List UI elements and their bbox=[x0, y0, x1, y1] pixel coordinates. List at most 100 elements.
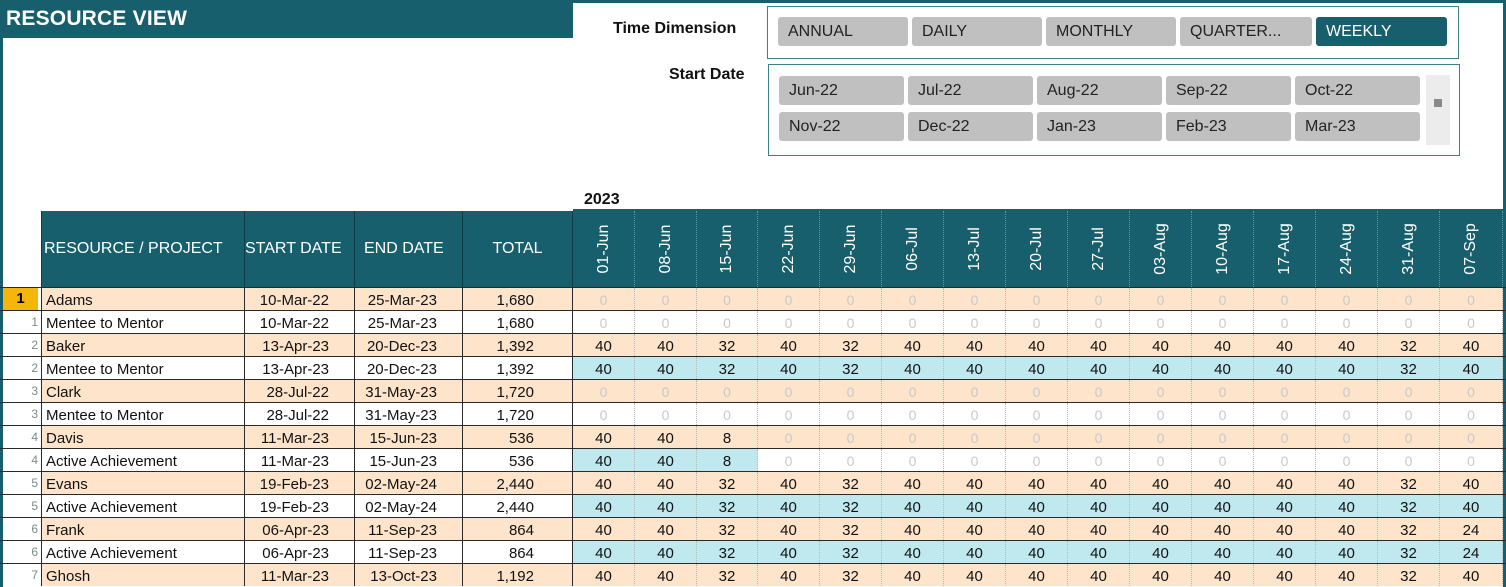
week-hours-cell[interactable]: 40 bbox=[1130, 564, 1192, 586]
week-hours-cell[interactable]: 0 bbox=[882, 403, 944, 425]
week-hours-cell[interactable]: 0 bbox=[1192, 449, 1254, 471]
week-hours-cell[interactable]: 0 bbox=[697, 311, 758, 333]
week-hours-cell[interactable]: 0 bbox=[758, 426, 820, 448]
week-hours-cell[interactable]: 40 bbox=[573, 564, 635, 586]
week-hours-cell[interactable]: 40 bbox=[1006, 334, 1068, 356]
week-hours-cell[interactable]: 40 bbox=[944, 357, 1006, 379]
week-hours-cell[interactable]: 40 bbox=[1316, 357, 1378, 379]
week-hours-cell[interactable]: 40 bbox=[1316, 518, 1378, 540]
week-hours-cell[interactable]: 0 bbox=[820, 403, 882, 425]
end-date-cell[interactable]: 31-May-23 bbox=[355, 403, 463, 425]
week-hours-cell[interactable]: 40 bbox=[1068, 472, 1130, 494]
week-hours-cell[interactable]: 0 bbox=[1254, 288, 1316, 310]
week-hours-cell[interactable]: 0 bbox=[820, 288, 882, 310]
week-hours-cell[interactable]: 0 bbox=[944, 403, 1006, 425]
week-hours-cell[interactable]: 8 bbox=[697, 449, 758, 471]
week-hours-cell[interactable]: 40 bbox=[1192, 334, 1254, 356]
week-hours-cell[interactable]: 0 bbox=[1378, 403, 1440, 425]
week-hours-cell[interactable]: 0 bbox=[944, 380, 1006, 402]
week-hours-cell[interactable]: 0 bbox=[1378, 449, 1440, 471]
week-hours-cell[interactable]: 32 bbox=[697, 541, 758, 563]
row-number[interactable]: 7 bbox=[31, 568, 38, 582]
week-hours-cell[interactable]: 0 bbox=[758, 449, 820, 471]
week-hours-cell[interactable]: 40 bbox=[1068, 334, 1130, 356]
week-hours-cell[interactable]: 0 bbox=[1316, 380, 1378, 402]
row-number[interactable]: 2 bbox=[31, 361, 38, 375]
week-hours-cell[interactable]: 32 bbox=[820, 357, 882, 379]
week-hours-cell[interactable]: 40 bbox=[1130, 518, 1192, 540]
resource-name-cell[interactable]: Active Achievement bbox=[41, 495, 245, 517]
row-number[interactable]: 6 bbox=[31, 545, 38, 559]
week-hours-cell[interactable]: 40 bbox=[1316, 334, 1378, 356]
week-hours-cell[interactable]: 40 bbox=[1316, 564, 1378, 586]
start-date-option[interactable]: Feb-23 bbox=[1166, 112, 1291, 141]
week-hours-cell[interactable]: 0 bbox=[1440, 288, 1503, 310]
week-hours-cell[interactable]: 40 bbox=[758, 472, 820, 494]
start-date-option[interactable]: Sep-22 bbox=[1166, 76, 1291, 105]
week-hours-cell[interactable]: 40 bbox=[1316, 541, 1378, 563]
week-hours-cell[interactable]: 0 bbox=[1130, 311, 1192, 333]
week-hours-cell[interactable]: 0 bbox=[573, 380, 635, 402]
resource-name-cell[interactable]: Ghosh bbox=[41, 564, 245, 586]
total-cell[interactable]: 536 bbox=[463, 449, 573, 471]
total-cell[interactable]: 1,720 bbox=[463, 403, 573, 425]
week-hours-cell[interactable]: 0 bbox=[1254, 426, 1316, 448]
week-hours-cell[interactable]: 40 bbox=[944, 541, 1006, 563]
week-hours-cell[interactable]: 0 bbox=[1192, 288, 1254, 310]
end-date-cell[interactable]: 15-Jun-23 bbox=[355, 449, 463, 471]
week-hours-cell[interactable]: 40 bbox=[573, 426, 635, 448]
week-hours-cell[interactable]: 40 bbox=[635, 564, 697, 586]
week-hours-cell[interactable]: 0 bbox=[1254, 449, 1316, 471]
week-hours-cell[interactable]: 40 bbox=[573, 518, 635, 540]
end-date-cell[interactable]: 15-Jun-23 bbox=[355, 426, 463, 448]
week-hours-cell[interactable]: 32 bbox=[1378, 334, 1440, 356]
week-hours-cell[interactable]: 40 bbox=[882, 541, 944, 563]
resource-name-cell[interactable]: Evans bbox=[41, 472, 245, 494]
week-hours-cell[interactable]: 40 bbox=[573, 449, 635, 471]
start-date-option[interactable]: Oct-22 bbox=[1295, 76, 1420, 105]
week-hours-cell[interactable]: 40 bbox=[1254, 357, 1316, 379]
end-date-cell[interactable]: 11-Sep-23 bbox=[355, 518, 463, 540]
total-cell[interactable]: 864 bbox=[463, 518, 573, 540]
week-hours-cell[interactable]: 40 bbox=[573, 334, 635, 356]
slicer-option-monthly[interactable]: MONTHLY bbox=[1046, 17, 1176, 46]
week-hours-cell[interactable]: 40 bbox=[573, 541, 635, 563]
end-date-cell[interactable]: 13-Oct-23 bbox=[355, 564, 463, 586]
week-hours-cell[interactable]: 32 bbox=[697, 518, 758, 540]
week-hours-cell[interactable]: 0 bbox=[1006, 449, 1068, 471]
week-hours-cell[interactable]: 40 bbox=[758, 541, 820, 563]
row-number[interactable]: 3 bbox=[31, 384, 38, 398]
start-date-cell[interactable]: 13-Apr-23 bbox=[245, 334, 355, 356]
week-hours-cell[interactable]: 0 bbox=[573, 311, 635, 333]
week-hours-cell[interactable]: 40 bbox=[882, 518, 944, 540]
start-date-cell[interactable]: 11-Mar-23 bbox=[245, 449, 355, 471]
week-hours-cell[interactable]: 0 bbox=[1378, 288, 1440, 310]
slicer-option-quarterly[interactable]: QUARTER... bbox=[1180, 17, 1312, 46]
week-hours-cell[interactable]: 40 bbox=[882, 357, 944, 379]
row-number[interactable]: 1 bbox=[31, 315, 38, 329]
start-date-option[interactable]: Jul-22 bbox=[908, 76, 1033, 105]
week-hours-cell[interactable]: 32 bbox=[1378, 541, 1440, 563]
week-hours-cell[interactable]: 40 bbox=[1192, 495, 1254, 517]
week-hours-cell[interactable]: 40 bbox=[1254, 541, 1316, 563]
resource-name-cell[interactable]: Active Achievement bbox=[41, 541, 245, 563]
start-date-option[interactable]: Nov-22 bbox=[779, 112, 904, 141]
week-hours-cell[interactable]: 40 bbox=[1006, 564, 1068, 586]
week-hours-cell[interactable]: 0 bbox=[1130, 449, 1192, 471]
scroll-thumb-icon[interactable] bbox=[1434, 99, 1442, 107]
week-hours-cell[interactable]: 0 bbox=[1192, 403, 1254, 425]
total-cell[interactable]: 2,440 bbox=[463, 495, 573, 517]
week-hours-cell[interactable]: 0 bbox=[1440, 449, 1503, 471]
resource-name-cell[interactable]: Adams bbox=[41, 288, 245, 310]
week-hours-cell[interactable]: 40 bbox=[1068, 564, 1130, 586]
total-cell[interactable]: 1,680 bbox=[463, 288, 573, 310]
week-hours-cell[interactable]: 0 bbox=[820, 449, 882, 471]
week-hours-cell[interactable]: 32 bbox=[697, 334, 758, 356]
start-date-option[interactable]: Aug-22 bbox=[1037, 76, 1162, 105]
week-hours-cell[interactable]: 40 bbox=[635, 518, 697, 540]
week-hours-cell[interactable]: 0 bbox=[944, 426, 1006, 448]
week-hours-cell[interactable]: 40 bbox=[758, 357, 820, 379]
week-hours-cell[interactable]: 40 bbox=[882, 564, 944, 586]
week-hours-cell[interactable]: 40 bbox=[635, 541, 697, 563]
week-hours-cell[interactable]: 40 bbox=[1440, 472, 1503, 494]
